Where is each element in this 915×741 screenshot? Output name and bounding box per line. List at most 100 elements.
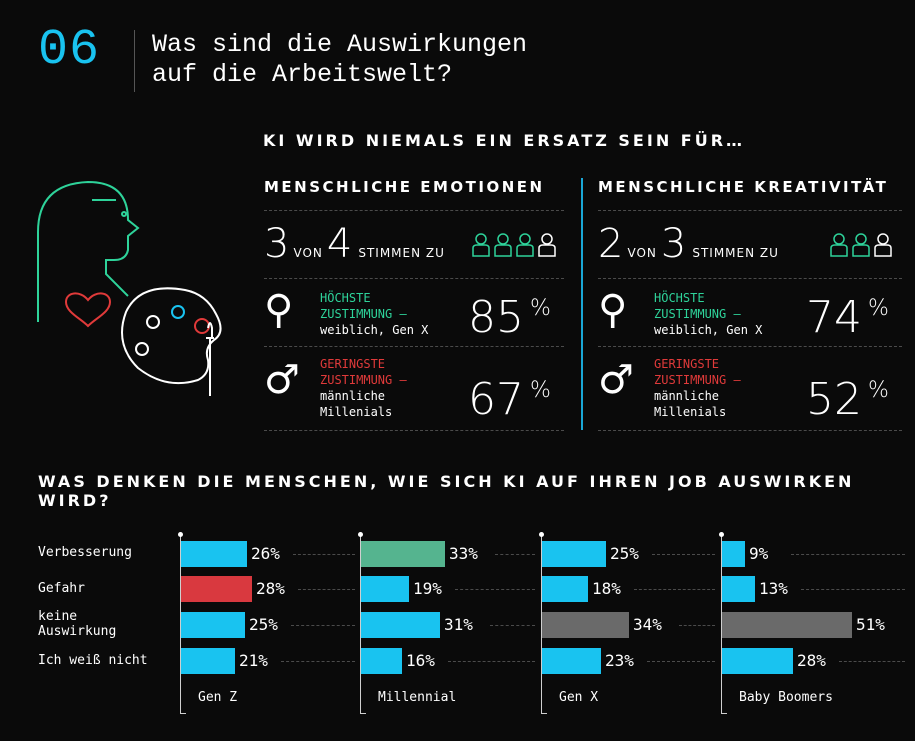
group-axis (541, 534, 542, 714)
people-group-icon (830, 233, 892, 257)
low-detail: Millenials (654, 405, 727, 419)
axis-foot (360, 713, 366, 714)
bar (722, 541, 745, 567)
bar (361, 612, 440, 638)
dotted-leader (495, 554, 535, 555)
chart-heading: WAS DENKEN DIE MENSCHEN, WIE SICH KI AUF… (38, 472, 855, 510)
low-detail: männliche (654, 389, 720, 403)
divider (598, 210, 902, 211)
bar (722, 576, 755, 602)
dotted-leader (448, 661, 535, 662)
high-detail: weiblich, Gen X (654, 323, 763, 337)
bar (181, 612, 245, 638)
bar (722, 648, 793, 674)
page-title: Was sind die Auswirkungen auf die Arbeit… (152, 30, 528, 89)
high-label: HÖCHSTE (654, 291, 705, 305)
divider (264, 430, 564, 431)
high-value: 74 (806, 292, 862, 343)
painter-palette-icon (121, 287, 222, 396)
bar-value-label: 33% (449, 544, 478, 563)
ratio-text: STIMMEN ZU (692, 246, 779, 260)
divider (264, 346, 564, 347)
people-group-icon (472, 233, 556, 257)
bar (181, 576, 252, 602)
divider (264, 278, 564, 279)
divider (264, 210, 564, 211)
axis-dot (178, 532, 183, 537)
group-axis (180, 534, 181, 714)
dotted-leader (839, 661, 905, 662)
axis-foot (541, 713, 547, 714)
group-axis (360, 534, 361, 714)
ratio-text: STIMMEN ZU (358, 246, 445, 260)
divider (598, 278, 902, 279)
dotted-leader (801, 589, 905, 590)
section-number: 06 (38, 22, 101, 79)
ratio-number: 3 (264, 221, 290, 267)
bar-value-label: 16% (406, 651, 435, 670)
generation-bar-chart: Gen Z 26% 28% 25% 21% Millennial 33% 19% 31% 16% G… (0, 530, 915, 720)
group-label: Gen Z (198, 690, 238, 705)
low-agreement-text: GERINGSTE ZUSTIMMUNG – männliche Milleni… (320, 356, 407, 420)
bar-value-label: 19% (413, 579, 442, 598)
low-detail: Millenials (320, 405, 393, 419)
bar (542, 541, 606, 567)
bar (181, 648, 235, 674)
axis-dot (539, 532, 544, 537)
bar (722, 612, 852, 638)
bar-value-label: 28% (797, 651, 826, 670)
high-detail: weiblich, Gen X (320, 323, 429, 337)
dotted-leader (291, 625, 355, 626)
person-head-outline-icon (37, 180, 140, 322)
bar-value-label: 9% (749, 544, 769, 563)
row-label-no-impact: keine Auswirkung (38, 609, 117, 639)
bar-value-label: 31% (444, 615, 473, 634)
high-percentage: 74% (806, 296, 889, 340)
low-value: 67 (468, 374, 524, 425)
pct-sign: % (530, 296, 551, 321)
bar-value-label: 26% (251, 544, 280, 563)
column-title: MENSCHLICHE EMOTIONEN (264, 178, 545, 196)
ratio-von: VON (627, 246, 657, 260)
bar (361, 576, 409, 602)
pct-sign: % (530, 378, 551, 403)
bar (361, 541, 445, 567)
bar-value-label: 13% (759, 579, 788, 598)
divider (598, 346, 902, 347)
bar (542, 648, 601, 674)
header-divider (134, 30, 135, 92)
dotted-leader (791, 554, 905, 555)
dotted-leader (647, 661, 715, 662)
row-label-improvement: Verbesserung (38, 545, 132, 560)
bar (542, 576, 588, 602)
ratio-von: VON (293, 246, 323, 260)
group-label: Baby Boomers (739, 690, 833, 705)
bar (542, 612, 629, 638)
axis-foot (180, 713, 186, 714)
dotted-leader (652, 554, 715, 555)
bar-value-label: 34% (633, 615, 662, 634)
dotted-leader (455, 589, 535, 590)
row-label-dont-know: Ich weiß nicht (38, 653, 148, 668)
bar-value-label: 28% (256, 579, 285, 598)
illustration (37, 180, 222, 396)
group-label: Gen X (559, 690, 599, 705)
dotted-leader (679, 625, 715, 626)
high-percentage: 85% (468, 296, 551, 340)
bar-value-label: 21% (239, 651, 268, 670)
axis-foot (721, 713, 727, 714)
male-symbol-icon: ♂ (264, 357, 300, 403)
high-label: HÖCHSTE (320, 291, 371, 305)
axis-dot (719, 532, 724, 537)
ratio-denominator: 3 (660, 221, 687, 267)
bar-value-label: 23% (605, 651, 634, 670)
column-title: MENSCHLICHE KREATIVITÄT (598, 178, 889, 196)
high-value: 85 (468, 292, 524, 343)
low-percentage: 52% (806, 378, 889, 422)
high-agreement-text: HÖCHSTE ZUSTIMMUNG – weiblich, Gen X (654, 290, 762, 338)
pct-sign: % (868, 378, 889, 403)
dotted-leader (490, 625, 535, 626)
column-divider (581, 178, 583, 430)
dotted-leader (293, 554, 355, 555)
group-label: Millennial (378, 690, 457, 705)
